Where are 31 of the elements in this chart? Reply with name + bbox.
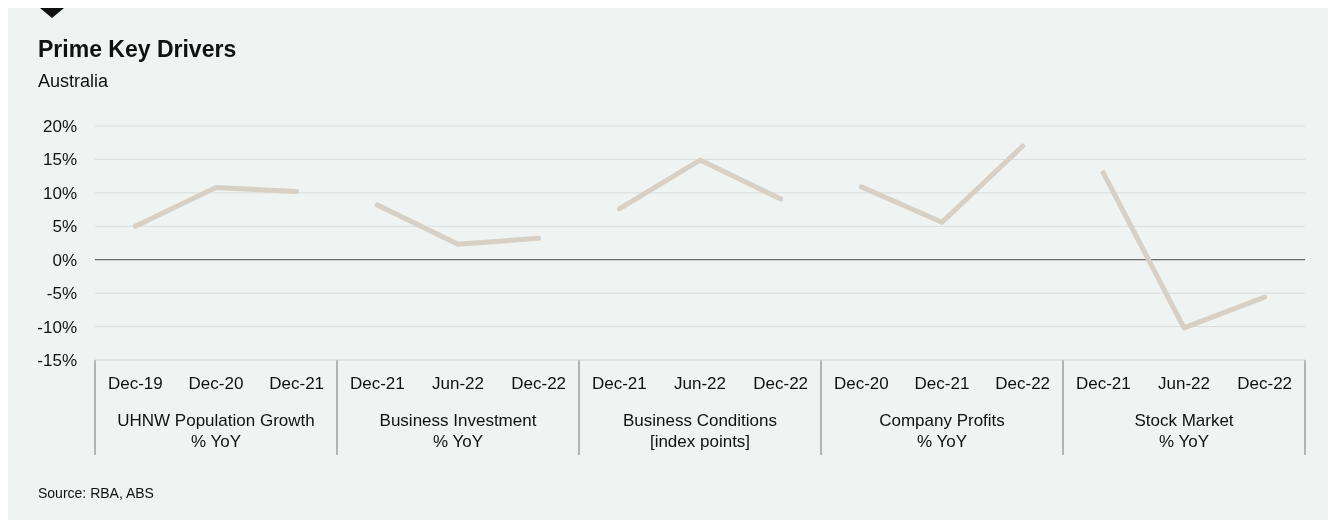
text: UHNW Population Growth % YoY [117, 411, 315, 451]
x-tick-label: Dec-21 [914, 374, 970, 393]
chart-title: Prime Key Drivers [38, 36, 237, 62]
x-tick-label: Dec-20 [188, 374, 244, 393]
x-tick-label: Dec-19 [107, 374, 163, 393]
y-tick-label: 15% [42, 150, 77, 170]
x-tick-label: Dec-22 [1237, 374, 1293, 393]
x-tick-label: Jun-22 [1158, 374, 1210, 393]
y-tick-label: -15% [37, 350, 77, 370]
y-tick-label: -10% [37, 317, 77, 337]
x-tick-label: Jun-22 [674, 374, 726, 393]
text: Company Profits % YoY [879, 411, 1005, 451]
source-note: Source: RBA, ABS [38, 485, 154, 501]
x-tick-label: Dec-21 [269, 374, 325, 393]
x-tick-label: Dec-22 [753, 374, 809, 393]
x-tick-label: Dec-21 [1075, 374, 1131, 393]
x-tick-label: Dec-20 [833, 374, 889, 393]
y-tick-label: 5% [52, 217, 77, 237]
y-tick-label: 20% [42, 116, 77, 136]
x-tick-label: Dec-22 [995, 374, 1051, 393]
text: Business Conditions [index points] [622, 411, 778, 451]
text: Business Investment % YoY [379, 411, 537, 451]
y-tick-label: 0% [52, 250, 77, 270]
y-tick-label: 10% [42, 183, 77, 203]
y-tick-label: -5% [46, 284, 77, 304]
x-tick-label: Dec-21 [591, 374, 647, 393]
x-tick-label: Jun-22 [432, 374, 484, 393]
x-tick-label: Dec-21 [349, 374, 405, 393]
chart-subtitle: Australia [38, 71, 110, 91]
text: Stock Market % YoY [1134, 411, 1234, 451]
x-tick-label: Dec-22 [511, 374, 567, 393]
